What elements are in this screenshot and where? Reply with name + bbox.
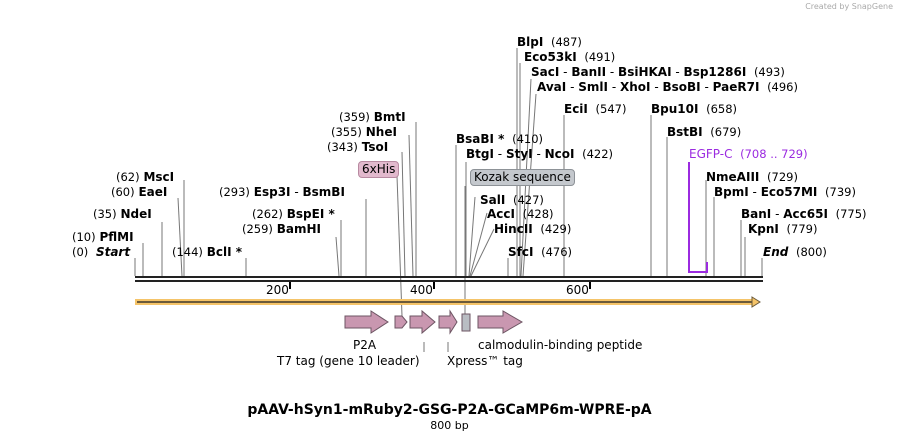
site-eco53ki[interactable]: Eco53kI (491)	[524, 50, 616, 64]
dna-strand-top	[135, 276, 763, 278]
site-acci[interactable]: AccI (428)	[487, 207, 554, 221]
site-msci[interactable]: (62) MscI	[116, 170, 175, 184]
site-bani[interactable]: BanI - Acc65I (775)	[741, 207, 867, 221]
site-sfci[interactable]: SfcI (476)	[508, 245, 573, 259]
site-bsabi[interactable]: BsaBI * (410)	[456, 132, 544, 146]
site-bpu10i[interactable]: Bpu10I (658)	[651, 102, 738, 116]
dna-strand-bottom	[135, 280, 763, 282]
site-pflmi[interactable]: (10) PflMI	[72, 230, 134, 244]
site-saci[interactable]: SacI - BanII - BsiHKAI - Bsp1286I (493)	[531, 65, 785, 79]
plasmid-title: pAAV-hSyn1-mRuby2-GSG-P2A-GCaMP6m-WPRE-p…	[247, 402, 652, 418]
site-btgi[interactable]: BtgI - StyI - NcoI (422)	[466, 147, 614, 161]
site-tsoi[interactable]: (343) TsoI	[327, 140, 389, 154]
site-eaei[interactable]: (60) EaeI	[111, 185, 168, 199]
plasmid-length: 800 bp	[430, 419, 469, 432]
site-sali[interactable]: SalI (427)	[480, 193, 544, 207]
feature-t7-label[interactable]: T7 tag (gene 10 leader)	[277, 354, 420, 368]
tick-label-400: 400	[410, 283, 433, 297]
site-kpni[interactable]: KpnI (779)	[748, 222, 818, 236]
site-bmti[interactable]: (359) BmtI	[339, 110, 406, 124]
feature-egfp-c[interactable]: EGFP-C (708 .. 729)	[689, 147, 808, 161]
site-ndei[interactable]: (35) NdeI	[93, 207, 152, 221]
xpress-arrow	[438, 309, 458, 335]
feature-kozak-label[interactable]: Kozak sequence	[470, 169, 575, 186]
site-blpi[interactable]: BlpI (487)	[517, 35, 582, 49]
cbp-arrow	[477, 310, 523, 334]
orf-arrow	[135, 296, 761, 308]
site-start[interactable]: (0) Start	[72, 245, 131, 259]
site-bstbi[interactable]: BstBI (679)	[667, 125, 742, 139]
t7-arrow	[409, 309, 436, 335]
site-nmeaiii[interactable]: NmeAIII (729)	[706, 170, 798, 184]
tick-label-200: 200	[266, 283, 289, 297]
egfp-marker	[688, 162, 708, 273]
site-end[interactable]: End (800)	[763, 245, 827, 259]
site-bcli[interactable]: (144) BclI *	[172, 245, 243, 259]
feature-xpress-label[interactable]: Xpress™ tag	[447, 354, 523, 368]
p2a-arrow	[344, 310, 389, 334]
site-esp3i[interactable]: (293) Esp3I - BsmBI	[219, 185, 345, 199]
tick-label-600: 600	[566, 283, 589, 297]
site-ecii[interactable]: EciI (547)	[564, 102, 627, 116]
his-arrow	[394, 315, 408, 329]
kozak-box	[461, 313, 471, 332]
site-hincii[interactable]: HincII (429)	[494, 222, 572, 236]
site-bamhi[interactable]: (259) BamHI	[242, 222, 322, 236]
cut-lines	[134, 48, 763, 317]
site-nhei[interactable]: (355) NheI	[331, 125, 397, 139]
feature-p2a-label[interactable]: P2A	[353, 338, 377, 352]
axis-ticks	[289, 282, 591, 289]
site-bpmi[interactable]: BpmI - Eco57MI (739)	[714, 185, 856, 199]
credit: Created by SnapGene	[805, 2, 893, 11]
site-bspei[interactable]: (262) BspEI *	[252, 207, 335, 221]
feature-arrows	[344, 309, 523, 335]
feature-6xhis-label[interactable]: 6xHis	[358, 161, 400, 178]
site-avai[interactable]: AvaI - SmlI - XhoI - BsoBI - PaeR7I (496…	[537, 80, 798, 94]
feature-cbp-label[interactable]: calmodulin-binding peptide	[478, 338, 643, 352]
